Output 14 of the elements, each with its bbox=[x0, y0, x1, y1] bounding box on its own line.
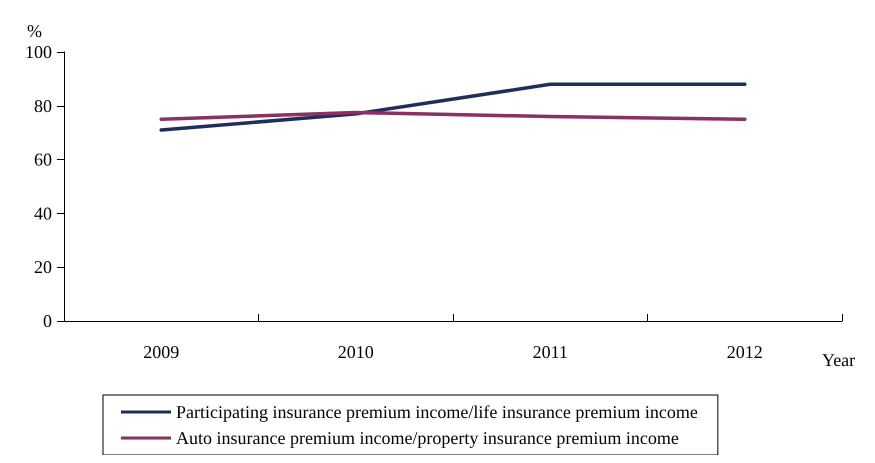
y-axis-title: % bbox=[27, 21, 42, 41]
y-tick-label: 60 bbox=[34, 150, 52, 170]
x-tick-label: 2012 bbox=[726, 342, 763, 362]
y-tick-label: 40 bbox=[34, 203, 52, 224]
y-tick-label: 20 bbox=[34, 257, 52, 278]
legend-label: Participating insurance premium income/life insurance premium income bbox=[176, 402, 698, 422]
x-tick-label: 2011 bbox=[532, 342, 568, 362]
x-tick-label: 2009 bbox=[143, 342, 180, 362]
x-axis-title: Year bbox=[822, 350, 856, 370]
y-tick-label: 100 bbox=[25, 42, 52, 62]
y-tick-label: 80 bbox=[34, 96, 52, 116]
legend-label: Auto insurance premium income/property insurance premium income bbox=[176, 428, 679, 448]
y-tick-label: 0 bbox=[43, 311, 52, 331]
x-tick-label: 2010 bbox=[338, 342, 374, 362]
